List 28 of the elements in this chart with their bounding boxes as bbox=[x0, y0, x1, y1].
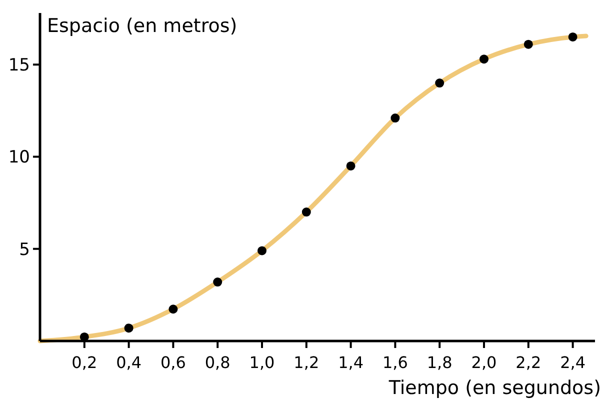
x-tick-label: 1,0 bbox=[249, 353, 275, 372]
x-tick-label: 2,2 bbox=[516, 353, 542, 372]
y-tick-label: 5 bbox=[19, 240, 30, 260]
x-tick-label: 0,6 bbox=[160, 353, 186, 372]
point bbox=[124, 324, 134, 333]
x-tick-label: 1,4 bbox=[338, 353, 364, 372]
x-axis-title: Tiempo (en segundos) bbox=[388, 377, 601, 399]
y-axis-title: Espacio (en metros) bbox=[47, 15, 238, 37]
point bbox=[346, 161, 356, 170]
point bbox=[568, 32, 578, 42]
x-tick-label: 0,8 bbox=[204, 353, 230, 372]
x-tick-label: 2,4 bbox=[560, 353, 586, 372]
point bbox=[213, 278, 222, 287]
x-tick-label: 0,4 bbox=[116, 353, 142, 372]
x-tick-label: 1,6 bbox=[382, 353, 408, 372]
point bbox=[390, 114, 400, 123]
y-tick-label: 10 bbox=[8, 148, 30, 168]
y-tick-label: 15 bbox=[8, 56, 30, 76]
point bbox=[435, 78, 444, 88]
x-tick-label: 1,2 bbox=[294, 353, 320, 372]
point bbox=[302, 208, 311, 217]
x-tick-label: 0,2 bbox=[72, 353, 98, 372]
point bbox=[168, 304, 178, 314]
x-tick-label: 1,8 bbox=[426, 353, 452, 372]
x-tick-label: 2,0 bbox=[471, 353, 497, 372]
point bbox=[524, 40, 533, 49]
point bbox=[480, 54, 488, 64]
point bbox=[258, 246, 266, 256]
